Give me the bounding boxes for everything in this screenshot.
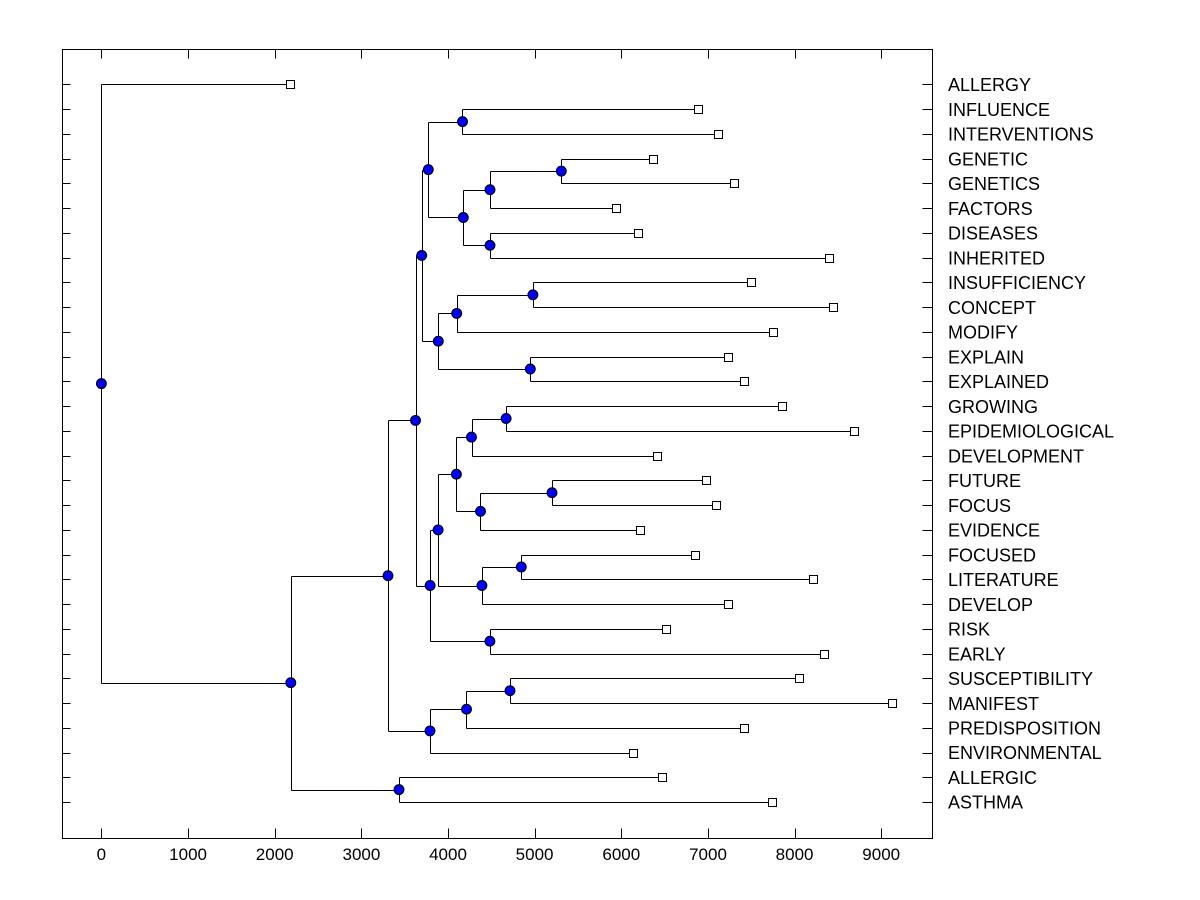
svg-text:ALLERGIC: ALLERGIC [948, 768, 1037, 788]
svg-text:INSUFFICIENCY: INSUFFICIENCY [948, 273, 1086, 293]
svg-text:9000: 9000 [862, 845, 900, 864]
svg-text:5000: 5000 [516, 845, 554, 864]
svg-text:EXPLAINED: EXPLAINED [948, 372, 1049, 392]
svg-text:SUSCEPTIBILITY: SUSCEPTIBILITY [948, 669, 1093, 689]
svg-text:ENVIRONMENTAL: ENVIRONMENTAL [948, 743, 1102, 763]
svg-text:DEVELOPMENT: DEVELOPMENT [948, 446, 1084, 466]
svg-text:FACTORS: FACTORS [948, 199, 1033, 219]
svg-text:MANIFEST: MANIFEST [948, 694, 1039, 714]
svg-text:DEVELOP: DEVELOP [948, 595, 1033, 615]
svg-text:3000: 3000 [342, 845, 380, 864]
svg-text:1000: 1000 [169, 845, 207, 864]
svg-text:7000: 7000 [689, 845, 727, 864]
svg-text:INTERVENTIONS: INTERVENTIONS [948, 125, 1094, 145]
svg-text:EXPLAIN: EXPLAIN [948, 347, 1024, 367]
svg-text:ALLERGY: ALLERGY [948, 75, 1031, 95]
svg-text:MODIFY: MODIFY [948, 323, 1018, 343]
svg-text:8000: 8000 [776, 845, 814, 864]
svg-text:GENETIC: GENETIC [948, 149, 1028, 169]
svg-text:6000: 6000 [602, 845, 640, 864]
svg-text:PREDISPOSITION: PREDISPOSITION [948, 719, 1101, 739]
svg-text:CONCEPT: CONCEPT [948, 298, 1036, 318]
svg-text:EVIDENCE: EVIDENCE [948, 521, 1040, 541]
svg-text:INFLUENCE: INFLUENCE [948, 100, 1050, 120]
svg-text:4000: 4000 [429, 845, 467, 864]
svg-text:FOCUS: FOCUS [948, 496, 1011, 516]
svg-text:DISEASES: DISEASES [948, 224, 1038, 244]
svg-text:FOCUSED: FOCUSED [948, 545, 1036, 565]
svg-text:INHERITED: INHERITED [948, 248, 1045, 268]
svg-text:EPIDEMIOLOGICAL: EPIDEMIOLOGICAL [948, 422, 1114, 442]
svg-text:ASTHMA: ASTHMA [948, 793, 1023, 813]
svg-text:LITERATURE: LITERATURE [948, 570, 1059, 590]
svg-text:RISK: RISK [948, 620, 990, 640]
svg-text:0: 0 [97, 845, 106, 864]
svg-text:FUTURE: FUTURE [948, 471, 1021, 491]
svg-text:GENETICS: GENETICS [948, 174, 1040, 194]
svg-text:EARLY: EARLY [948, 644, 1006, 664]
svg-text:GROWING: GROWING [948, 397, 1038, 417]
svg-text:2000: 2000 [256, 845, 294, 864]
